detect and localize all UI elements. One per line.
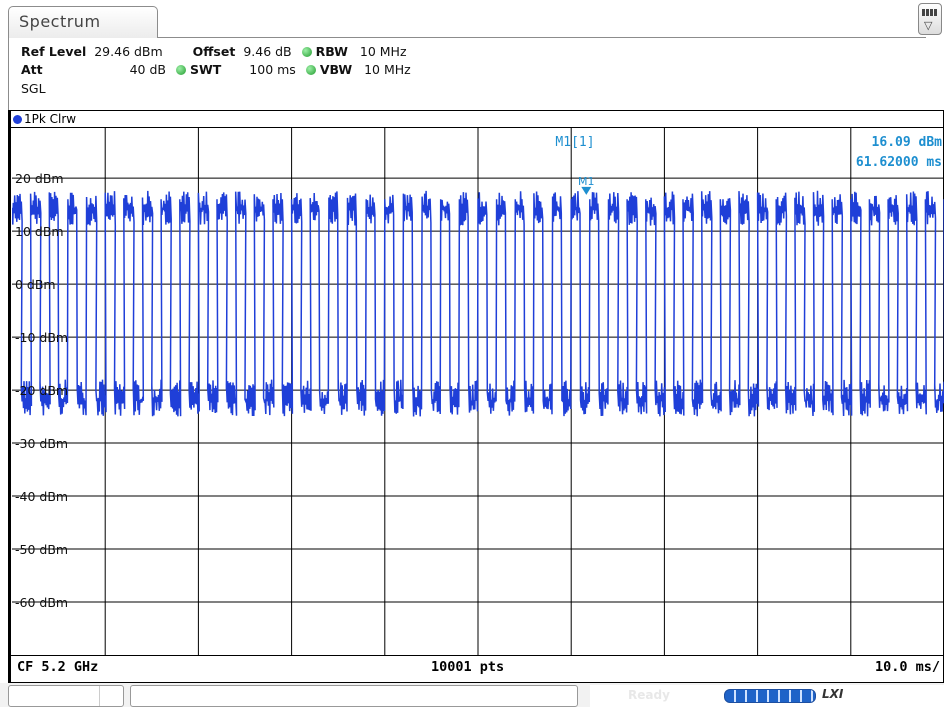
progress-bar <box>724 689 816 703</box>
marker-m1: M1[1] 16.09 dBm 61.62000 ms M1 <box>555 135 942 195</box>
chevron-down-icon: ▽ <box>924 19 933 32</box>
vbw-value[interactable]: 10 MHz <box>364 62 411 77</box>
sweep-points[interactable]: 10001 pts <box>431 659 505 675</box>
att-label: Att <box>21 62 43 77</box>
offset-value[interactable]: 9.46 dB <box>243 44 292 59</box>
marker-readout-level: 16.09 dBm <box>872 135 943 150</box>
marker-readout-name: M1[1] <box>555 135 594 150</box>
settings-row-3: SGL <box>21 81 46 97</box>
ready-text: Ready <box>628 688 670 702</box>
tab-divider <box>158 37 926 38</box>
settings-row-2: Att 40 dB SWT 100 ms VBW 10 MHz <box>21 62 411 78</box>
y-tick-label: -60 dBm <box>15 595 68 610</box>
marker-triangle-icon[interactable] <box>581 186 592 195</box>
menu-button[interactable]: ▽ <box>918 3 942 35</box>
settings-panel: Ref Level 29.46 dBm Offset 9.46 dB RBW 1… <box>8 38 944 110</box>
marker-readout-time: 61.62000 ms <box>856 155 942 170</box>
ready-indicator: Ready LXI <box>590 685 944 707</box>
menu-bars-icon <box>922 9 938 16</box>
y-axis-ticks: 20 dBm 10 dBm 0 dBm -10 dBm -20 dBm -30 dBm -4… <box>15 171 68 610</box>
status-field-separator <box>99 686 100 706</box>
settings-row-1: Ref Level 29.46 dBm Offset 9.46 dB RBW 1… <box>21 44 407 60</box>
footer-bar: CF 5.2 GHz 10001 pts 10.0 ms/ <box>11 655 944 683</box>
status-bar: Ready LXI <box>0 683 944 707</box>
swt-value[interactable]: 100 ms <box>249 62 296 77</box>
offset-label: Offset <box>192 44 236 59</box>
y-tick-label: -50 dBm <box>15 542 68 557</box>
swt-label: SWT <box>189 62 222 77</box>
lxi-logo-icon: LXI <box>822 687 844 701</box>
status-dot-icon <box>301 47 312 57</box>
y-tick-label: -30 dBm <box>15 436 68 451</box>
y-tick-label: -40 dBm <box>15 489 68 504</box>
status-message-field <box>130 685 578 707</box>
ref-level-label: Ref Level <box>21 44 87 59</box>
vbw-label: VBW <box>319 62 353 77</box>
tab-spectrum[interactable]: Spectrum <box>8 6 158 38</box>
time-per-division[interactable]: 10.0 ms/ <box>874 659 940 675</box>
status-dot-icon <box>305 65 316 75</box>
y-tick-label: -10 dBm <box>15 330 68 345</box>
trace-label[interactable]: 1Pk Clrw <box>24 112 77 126</box>
spectrum-plot[interactable]: 20 dBm 10 dBm 0 dBm -10 dBm -20 dBm -30 dBm -4… <box>12 128 944 655</box>
status-dot-icon <box>175 65 186 75</box>
rbw-label: RBW <box>315 44 348 59</box>
sweep-mode[interactable]: SGL <box>21 81 46 96</box>
status-field-left[interactable] <box>8 685 124 707</box>
marker-tag: M1 <box>578 175 595 188</box>
y-tick-label: -20 dBm <box>15 383 68 398</box>
trace-label-bar: 1Pk Clrw <box>11 111 943 128</box>
ref-level-value[interactable]: 29.46 dBm <box>94 44 163 59</box>
tab-bar: Spectrum ▽ <box>0 0 944 38</box>
y-tick-label: 10 dBm <box>15 224 64 239</box>
y-tick-label: 20 dBm <box>15 171 64 186</box>
att-value[interactable]: 40 dB <box>129 62 166 77</box>
y-tick-label: 0 dBm <box>15 277 56 292</box>
trace-1 <box>12 190 944 417</box>
trace-dot-icon <box>13 115 22 124</box>
center-frequency[interactable]: CF 5.2 GHz <box>17 659 99 675</box>
rbw-value[interactable]: 10 MHz <box>359 44 407 59</box>
